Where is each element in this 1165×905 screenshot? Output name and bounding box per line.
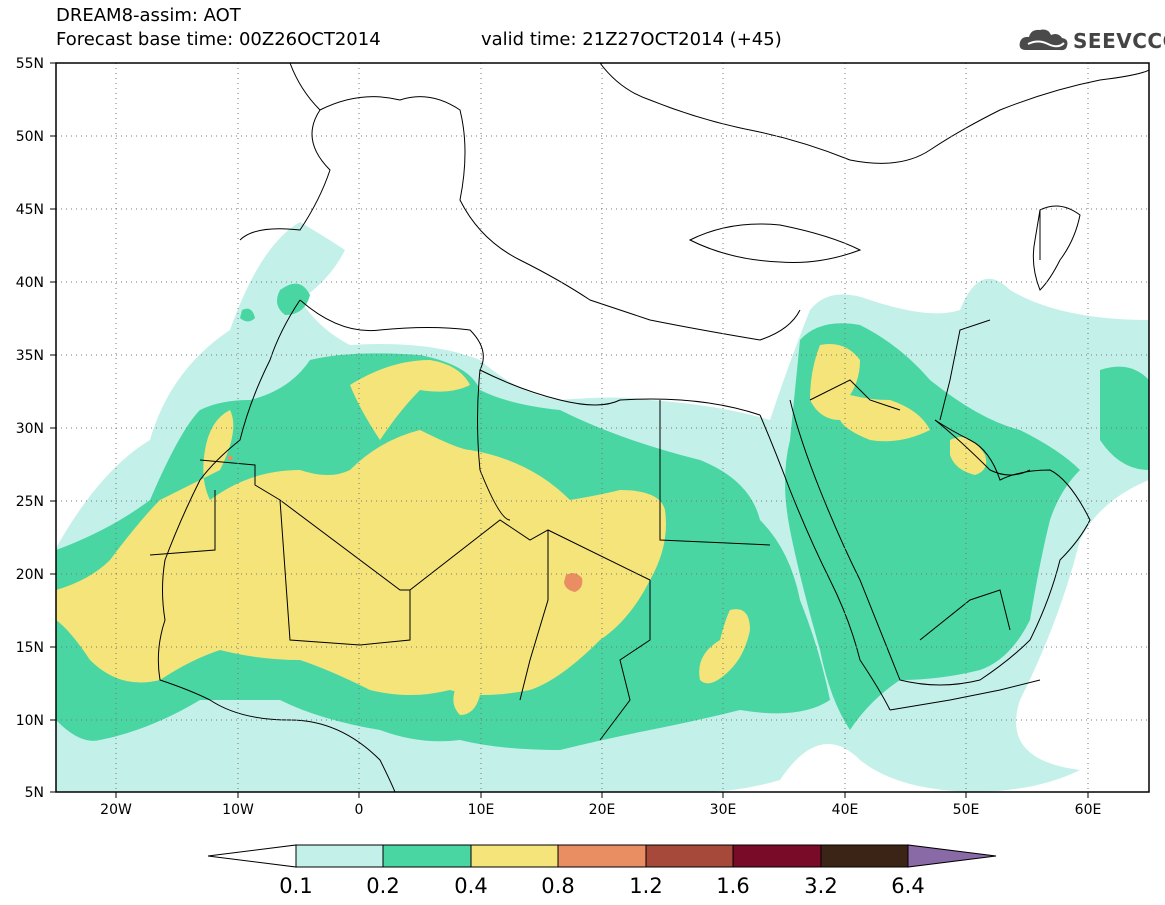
colorbar-label: 1.6 (716, 874, 749, 898)
valid-time: valid time: 21Z27OCT2014 (+45) (481, 29, 782, 50)
lat-label: 25N (16, 494, 44, 510)
cloud-icon (1019, 29, 1068, 51)
colorbar-segment (557, 844, 647, 868)
lon-label: 10E (468, 802, 495, 818)
colorbar-segments (207, 844, 997, 868)
colorbar-label: 1.2 (629, 874, 662, 898)
colorbar-segment (295, 844, 384, 868)
colorbar-segment (907, 844, 997, 868)
colorbar-segment (382, 844, 472, 868)
longitude-labels: 20W 10W 0 10E 20E 30E 40E 50E 60E (100, 802, 1101, 818)
lat-label: 30N (16, 421, 44, 437)
colorbar-segment (820, 844, 909, 868)
lat-label: 20N (16, 567, 44, 583)
lon-label: 10W (222, 802, 254, 818)
lat-label: 50N (16, 129, 44, 145)
lon-label: 0 (355, 802, 364, 818)
colorbar-label: 0.2 (366, 874, 399, 898)
lon-label: 30E (710, 802, 737, 818)
lat-label: 45N (16, 202, 44, 218)
colorbar-segment (207, 844, 297, 868)
colorbar-label: 0.1 (279, 874, 312, 898)
colorbar-segment (645, 844, 734, 868)
lat-label: 35N (16, 348, 44, 364)
lon-label: 60E (1075, 802, 1102, 818)
lon-label: 20E (589, 802, 616, 818)
lat-label: 40N (16, 275, 44, 291)
map-title: DREAM8-assim: AOT (56, 5, 241, 26)
aot-map: 55N 50N 45N 40N 35N 30N 25N 20N 15N 10N … (16, 56, 1150, 818)
colorbar-label: 6.4 (891, 874, 924, 898)
latitude-labels: 55N 50N 45N 40N 35N 30N 25N 20N 15N 10N … (16, 56, 44, 801)
colorbar-label: 0.4 (454, 874, 487, 898)
lon-label: 40E (832, 802, 859, 818)
lat-label: 15N (16, 640, 44, 656)
lat-label: 55N (16, 56, 44, 72)
forecast-base-time: Forecast base time: 00Z26OCT2014 (56, 29, 381, 50)
lat-label: 10N (16, 713, 44, 729)
logo-text: SEEVCCC (1073, 29, 1165, 53)
aot-shading (56, 63, 1149, 792)
lon-label: 50E (953, 802, 980, 818)
graticule (56, 63, 1149, 792)
seevccc-logo: SEEVCCC (1018, 26, 1165, 54)
lat-label: 5N (25, 785, 44, 801)
colorbar-labels: 0.1 0.2 0.4 0.8 1.2 1.6 3.2 6.4 (279, 874, 924, 898)
lon-label: 20W (100, 802, 132, 818)
colorbar-segment (470, 844, 559, 868)
colorbar-label: 3.2 (804, 874, 837, 898)
colorbar-label: 0.8 (541, 874, 574, 898)
colorbar-segment (732, 844, 822, 868)
